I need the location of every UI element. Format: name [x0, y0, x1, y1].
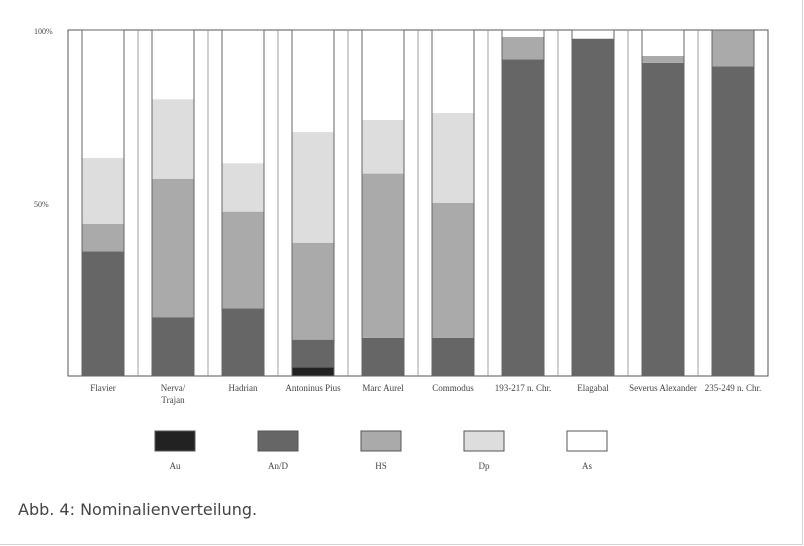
bar-segment-commodus-dp — [432, 113, 474, 203]
bar-nerva-trajan — [151, 29, 209, 377]
legend-swatch-hs — [360, 430, 402, 452]
bar-outline-hadrian — [221, 29, 265, 377]
bar-segment-antoninus-pius-as — [292, 30, 334, 133]
bar-segment-hadrian-dp — [222, 163, 264, 212]
bar-segment-193-217-n-chr-hs — [502, 36, 544, 60]
bar-segment-elagabal-an-d — [572, 38, 614, 377]
bar-flavier — [81, 29, 139, 377]
y-tick-label-50: 50% — [34, 200, 49, 209]
legend-label-dp: Dp — [479, 461, 490, 471]
bar-segment-commodus-an-d — [432, 337, 474, 376]
bar-segment-marc-aurel-dp — [362, 119, 404, 174]
bar-outline-marc-aurel — [361, 29, 405, 377]
bar-outline-193-217-n-chr — [501, 29, 545, 377]
bar-outline-flavier — [81, 29, 125, 377]
legend-label-an-d: An/D — [268, 461, 289, 471]
y-tick-label-100: 100% — [34, 27, 53, 36]
figure-caption: Abb. 4: Nominalienverteilung. — [18, 500, 258, 519]
bar-segment-elagabal-as — [572, 30, 614, 39]
legend: Au An/D HS Dp As — [154, 430, 608, 471]
y-axis-ticks: 50% 100% — [34, 27, 53, 209]
bar-outline-elagabal — [571, 29, 615, 377]
bar-segment-hadrian-as — [222, 30, 264, 164]
legend-item-dp: Dp — [463, 430, 505, 471]
legend-label-as: As — [582, 461, 592, 471]
bar-antoninus-pius — [291, 29, 349, 377]
x-tick-label-nerva-trajan: Nerva/Trajan — [161, 383, 186, 405]
bar-marc-aurel — [361, 29, 419, 377]
bar-segment-235-249-n-chr-an-d — [712, 66, 754, 376]
bar-segment-flavier-as — [82, 30, 124, 159]
bar-segment-antoninus-pius-an-d — [292, 339, 334, 368]
bar-segment-nerva-trajan-as — [152, 30, 194, 100]
bars-group — [81, 29, 755, 377]
legend-swatch-au — [154, 430, 196, 452]
bar-segment-hadrian-hs — [222, 211, 264, 309]
x-axis-ticks: Flavier Nerva/Trajan Hadrian Antoninus Pius… — [90, 383, 761, 405]
bar-segment-nerva-trajan-hs — [152, 178, 194, 318]
bar-outline-severus-alexander — [641, 29, 685, 377]
bar-outline-235-249-n-chr — [711, 29, 755, 377]
x-tick-label-hadrian: Hadrian — [229, 383, 258, 393]
bar-segment-nerva-trajan-an-d — [152, 317, 194, 376]
x-tick-label-commodus: Commodus — [432, 383, 474, 393]
legend-swatch-dp — [463, 430, 505, 452]
bar-193-217-n-chr — [501, 29, 559, 377]
bar-segment-antoninus-pius-hs — [292, 242, 334, 340]
legend-swatch-as — [566, 430, 608, 452]
x-tick-label-flavier: Flavier — [90, 383, 116, 393]
bar-segment-nerva-trajan-dp — [152, 99, 194, 179]
legend-item-hs: HS — [360, 430, 402, 471]
bar-outline-antoninus-pius — [291, 29, 335, 377]
bar-segment-235-249-n-chr-hs — [712, 30, 754, 67]
bar-segment-severus-alexander-as — [642, 30, 684, 56]
bar-segment-marc-aurel-an-d — [362, 337, 404, 376]
bar-segment-commodus-hs — [432, 203, 474, 338]
legend-item-au: Au — [154, 430, 196, 471]
legend-swatch-an-d — [257, 430, 299, 452]
legend-label-hs: HS — [375, 461, 387, 471]
bar-segment-severus-alexander-hs — [642, 55, 684, 63]
bar-segment-marc-aurel-hs — [362, 173, 404, 338]
bar-segment-severus-alexander-an-d — [642, 62, 684, 377]
legend-label-au: Au — [170, 461, 181, 471]
bar-severus-alexander — [641, 29, 699, 377]
bar-commodus — [431, 29, 489, 377]
bar-segment-marc-aurel-as — [362, 30, 404, 120]
bar-outline-commodus — [431, 29, 475, 377]
bar-segment-antoninus-pius-au — [292, 367, 334, 376]
legend-item-as: As — [566, 430, 608, 471]
bar-outline-nerva-trajan — [151, 29, 195, 377]
bar-235-249-n-chr — [711, 29, 755, 377]
stacked-bar-chart: 50% 100% Flavier Nerva/Trajan Hadrian Antoni… — [34, 27, 769, 471]
x-tick-label-193-217-n-chr: 193-217 n. Chr. — [495, 383, 552, 393]
bar-hadrian — [221, 29, 279, 377]
bar-segment-flavier-dp — [82, 158, 124, 224]
legend-item-an-d: An/D — [257, 430, 299, 471]
x-tick-label-antoninus-pius: Antoninus Pius — [285, 383, 341, 393]
bar-segment-hadrian-an-d — [222, 308, 264, 376]
bar-segment-antoninus-pius-dp — [292, 132, 334, 243]
x-tick-label-235-249-n-chr: 235-249 n. Chr. — [705, 383, 762, 393]
bar-segment-commodus-as — [432, 30, 474, 114]
bar-segment-flavier-an-d — [82, 251, 124, 376]
bar-segment-flavier-hs — [82, 223, 124, 252]
bar-segment-193-217-n-chr-as — [502, 30, 544, 37]
bar-elagabal — [571, 29, 629, 377]
x-tick-label-elagabal: Elagabal — [577, 383, 609, 393]
x-tick-label-severus-alexander: Severus Alexander — [629, 383, 697, 393]
x-tick-label-marc-aurel: Marc Aurel — [362, 383, 404, 393]
bar-segment-193-217-n-chr-an-d — [502, 59, 544, 376]
